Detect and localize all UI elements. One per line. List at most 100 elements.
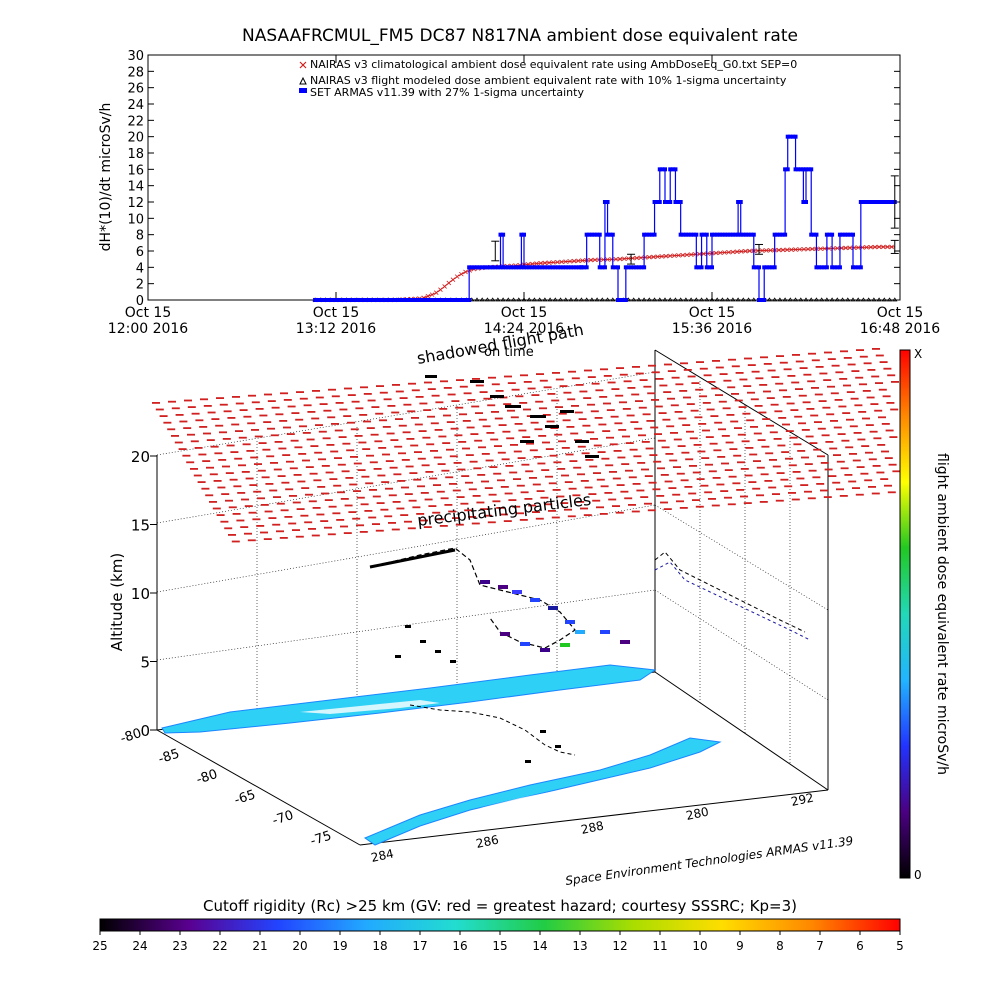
particle-dash [362, 448, 371, 450]
particle-dash [386, 432, 395, 435]
particle-dash [263, 538, 272, 540]
series-nairas-flight-point [792, 297, 799, 302]
series-nairas-clim-point [797, 247, 803, 252]
particle-dash [252, 518, 261, 521]
rc-tick-label: 8 [776, 939, 784, 953]
particle-dash [760, 356, 768, 359]
legend-marker-armas [299, 88, 307, 93]
particle-dash [620, 490, 629, 493]
particle-dash [861, 445, 870, 447]
series-nairas-flight-point [542, 297, 548, 302]
particle-dash [285, 488, 294, 491]
particle-dash [241, 498, 249, 501]
particle-dash [515, 395, 524, 398]
series-armas-point [785, 167, 790, 172]
particle-dash [815, 366, 824, 368]
particle-dash [251, 401, 260, 404]
particle-dash [774, 410, 783, 413]
series-armas-point [613, 265, 618, 270]
particle-dash [448, 510, 457, 513]
particle-dash [441, 469, 450, 472]
particle-dash [830, 392, 839, 395]
particle-dash [395, 418, 403, 420]
series-armas-point [830, 265, 835, 270]
particle-dash [802, 401, 811, 404]
particle-dash [696, 361, 704, 363]
particle-dash [198, 453, 207, 456]
particle-dash [344, 387, 352, 390]
series-armas-point [858, 265, 863, 270]
particle-dash [342, 442, 351, 445]
particle-dash [866, 396, 875, 399]
particle-dash [358, 441, 367, 444]
series-armas-point [328, 298, 333, 302]
particle-dash [193, 474, 202, 477]
particle-dash [469, 460, 478, 463]
particle-dash [209, 473, 218, 476]
series-armas-point [848, 232, 853, 237]
series-nairas-clim-point [651, 254, 656, 260]
particle-dash [722, 407, 731, 410]
particle-dash [402, 431, 411, 434]
series-nairas-clim-point [613, 256, 619, 262]
series-armas-point [383, 298, 388, 302]
series-armas-point [809, 232, 814, 237]
particle-dash [152, 402, 160, 404]
series-armas-point [678, 200, 683, 204]
series-armas-point [869, 200, 874, 204]
series-armas-point [553, 265, 558, 270]
rc-tick-label: 11 [652, 939, 667, 953]
particle-dash [275, 413, 284, 416]
series-armas-point [582, 265, 587, 270]
particle-dash [322, 437, 331, 440]
particle-dash [876, 471, 885, 474]
particle-dash [392, 501, 401, 503]
particle-dash [806, 408, 815, 410]
particle-dash [549, 454, 558, 457]
particle-dash [816, 483, 825, 485]
series-nairas-flight-point [730, 297, 736, 302]
particle-dash [258, 442, 267, 444]
series-armas-point [597, 265, 602, 270]
particle-dash [216, 397, 224, 399]
particle-dash [839, 378, 848, 380]
particle-dash [695, 505, 704, 508]
particle-dash [542, 441, 550, 444]
particle-dash [524, 498, 533, 500]
particle-dash [767, 369, 776, 372]
particle-dash [427, 415, 435, 418]
particle-dash [253, 490, 262, 493]
series-nairas-flight-point [777, 297, 783, 302]
particle-dash [835, 371, 844, 374]
particle-dash [616, 484, 625, 486]
particle-dash [236, 519, 245, 522]
particle-dash [708, 498, 716, 500]
particle-dash [811, 387, 819, 389]
rc-tick-label: 10 [692, 939, 707, 953]
particle-dash [827, 385, 835, 388]
particle-dash [711, 387, 720, 390]
particle-dash [476, 501, 485, 504]
series-armas-point [851, 232, 855, 237]
series-armas-point [840, 232, 845, 237]
particle-dash [632, 483, 641, 485]
particle-dash [219, 403, 228, 406]
z-tick-label: 15 [131, 517, 150, 535]
particle-dash [178, 448, 187, 450]
rigidity-colorbar-title: Cutoff rigidity (Rc) >25 km (GV: red = g… [203, 897, 797, 915]
series-nairas-clim-point [876, 244, 882, 250]
particle-dash [856, 466, 865, 468]
rc-tick-label: 16 [452, 939, 467, 953]
particle-dash [689, 437, 698, 440]
particle-dash [759, 384, 768, 386]
series-nairas-clim-point [734, 249, 740, 255]
series-armas-point [686, 232, 691, 237]
particle-dash [278, 447, 287, 450]
lon-tick-label: 280 [685, 804, 710, 822]
particle-dash [312, 390, 320, 392]
particle-dash [814, 393, 823, 396]
particle-dash [654, 405, 663, 408]
particle-dash [792, 354, 800, 356]
particle-dash [239, 409, 248, 411]
y-tick-label: 14 [127, 180, 144, 195]
